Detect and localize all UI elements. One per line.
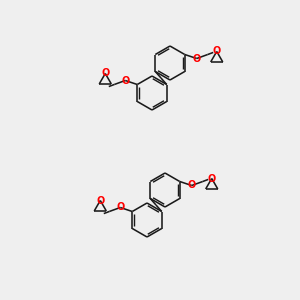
Text: O: O	[116, 202, 124, 212]
Text: O: O	[193, 53, 201, 64]
Text: O: O	[101, 68, 110, 79]
Text: O: O	[213, 46, 221, 56]
Text: O: O	[96, 196, 104, 206]
Text: O: O	[121, 76, 129, 85]
Text: O: O	[188, 181, 196, 190]
Text: O: O	[208, 173, 216, 184]
